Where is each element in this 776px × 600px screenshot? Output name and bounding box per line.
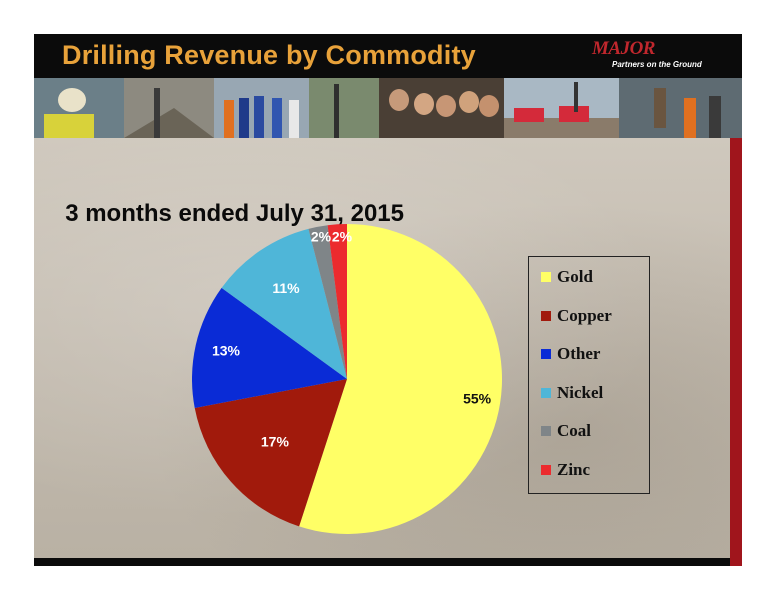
slice-label-gold: 55% (463, 390, 492, 406)
chart-legend: Gold Copper Other Nickel Coal Zinc (528, 256, 650, 494)
pie-slice-coal (308, 225, 347, 379)
slice-label-other: 13% (212, 343, 241, 359)
legend-label: Zinc (557, 459, 591, 479)
legend-swatch (541, 464, 551, 475)
pie-slice-copper (194, 379, 347, 527)
chart-area: 3 months ended July 31, 2015 55% 17% 13% 11… (34, 138, 742, 558)
pie-slice-other (192, 287, 347, 409)
legend-label: Nickel (557, 382, 604, 402)
pie-slice-nickel (221, 228, 347, 379)
legend-label: Gold (557, 267, 593, 286)
pie-slice-gold (299, 224, 502, 534)
slice-label-coal: 2% (311, 229, 332, 245)
photo-banner (34, 78, 742, 138)
photo-collage-image (34, 78, 742, 138)
logo-tagline: Partners on the Ground (612, 60, 702, 69)
legend-label: Copper (557, 305, 612, 325)
chart-title: 3 months ended July 31, 2015 (65, 200, 404, 227)
accent-strip (730, 138, 742, 566)
legend-swatch (541, 349, 551, 359)
legend-swatch (541, 272, 551, 282)
pie-chart: 55% 17% 13% 11% 2% 2% (192, 224, 502, 534)
slide: Drilling Revenue by Commodity MAJOR Part… (34, 34, 742, 566)
company-logo: MAJOR Partners on the Ground (552, 38, 732, 76)
legend-swatch (541, 426, 551, 436)
legend-swatch (541, 310, 551, 321)
logo-wordmark: MAJOR (592, 38, 655, 59)
legend-label: Coal (557, 421, 591, 440)
legend-label: Other (557, 344, 601, 363)
slice-label-zinc: 2% (332, 229, 353, 245)
pie-slice-zinc (327, 224, 347, 379)
slice-label-copper: 17% (261, 433, 290, 449)
header-bar: Drilling Revenue by Commodity MAJOR Part… (34, 34, 742, 78)
slice-label-nickel: 11% (272, 280, 300, 296)
legend-swatch (541, 387, 551, 398)
slide-title: Drilling Revenue by Commodity (62, 40, 476, 70)
